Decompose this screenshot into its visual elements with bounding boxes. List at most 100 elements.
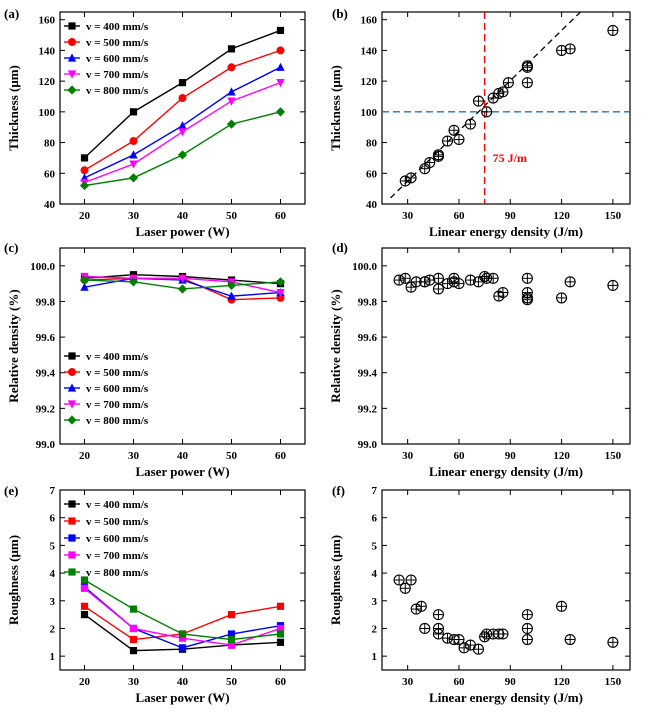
data-point xyxy=(497,628,509,640)
data-point xyxy=(607,24,619,36)
x-tick-label: 60 xyxy=(275,676,287,688)
y-tick-label: 160 xyxy=(39,15,56,27)
data-point xyxy=(227,641,236,649)
legend-label: v = 400 mm/s xyxy=(86,499,149,511)
data-point xyxy=(405,172,417,184)
y-tick-label: 40 xyxy=(44,199,56,211)
y-tick-label: 140 xyxy=(361,45,378,57)
data-point xyxy=(556,600,568,612)
y-tick-label: 6 xyxy=(372,513,378,525)
y-tick-label: 5 xyxy=(372,540,378,552)
data-point xyxy=(432,149,444,161)
annotation-label: 75 J/m xyxy=(493,151,527,165)
data-point xyxy=(276,62,285,71)
y-tick-label: 1 xyxy=(372,651,378,663)
y-tick-label: 4 xyxy=(50,568,56,580)
data-point xyxy=(564,276,576,288)
scatter-points xyxy=(393,574,619,655)
y-axis-label: Relative density (%) xyxy=(6,289,21,402)
data-point xyxy=(424,274,436,286)
data-point xyxy=(275,277,286,287)
series-4 xyxy=(80,584,285,649)
y-tick-label: 99.8 xyxy=(358,296,378,308)
data-point xyxy=(502,77,514,89)
data-point xyxy=(432,272,444,284)
data-point xyxy=(464,118,476,130)
series-1 xyxy=(80,26,285,162)
data-point xyxy=(79,275,90,285)
data-point xyxy=(607,279,619,291)
legend-label: v = 500 mm/s xyxy=(86,367,149,379)
series-5 xyxy=(79,275,286,294)
data-point xyxy=(521,77,533,89)
y-tick-label: 80 xyxy=(44,138,56,150)
data-point xyxy=(227,635,236,644)
x-tick-label: 30 xyxy=(402,676,414,688)
data-point xyxy=(80,602,89,610)
x-tick-label: 30 xyxy=(128,676,140,688)
data-point xyxy=(178,634,187,642)
series-2 xyxy=(80,46,285,175)
y-tick-label: 160 xyxy=(361,15,378,27)
data-point xyxy=(399,272,411,284)
data-point xyxy=(129,624,138,633)
panel-label-c: (c) xyxy=(4,240,18,255)
data-point xyxy=(128,173,139,183)
y-tick-label: 40 xyxy=(366,199,378,211)
y-tick-label: 100 xyxy=(39,107,56,119)
data-point xyxy=(276,79,285,88)
data-point xyxy=(276,46,285,55)
chart-panel-5: 20 30 40 50 60 1 2 3 4 5 6 7 Laser power (W) Roughnes… xyxy=(6,485,306,705)
legend-label: v = 800 mm/s xyxy=(86,567,149,579)
y-axis-label: Roughness (μm) xyxy=(328,535,343,625)
x-tick-label: 120 xyxy=(553,450,570,462)
x-axis-label: Linear energy density (J/m) xyxy=(429,224,583,239)
data-point xyxy=(129,647,138,655)
panel-label-f: (f) xyxy=(332,483,345,498)
data-point xyxy=(432,628,444,640)
x-tick-label: 60 xyxy=(275,450,287,462)
scatter-points xyxy=(399,24,619,187)
y-tick-label: 99.4 xyxy=(36,368,56,380)
x-tick-label: 50 xyxy=(226,676,238,688)
y-tick-label: 99.2 xyxy=(358,403,378,415)
data-point xyxy=(415,600,427,612)
data-point xyxy=(129,605,138,613)
legend: v = 400 mm/s v = 500 mm/s v = 600 mm/s v = … xyxy=(64,21,149,97)
y-tick-label: 100 xyxy=(361,107,378,119)
y-tick-label: 3 xyxy=(372,596,378,608)
data-point xyxy=(178,94,187,103)
data-point xyxy=(178,644,187,652)
y-tick-label: 7 xyxy=(50,485,56,497)
data-point xyxy=(393,274,405,286)
data-point xyxy=(80,166,89,175)
plot-frame xyxy=(381,489,631,671)
x-tick-label: 90 xyxy=(505,450,517,462)
legend-label: v = 700 mm/s xyxy=(86,69,149,81)
legend-label: v = 700 mm/s xyxy=(86,399,149,411)
data-point xyxy=(177,150,188,160)
y-axis-label: Roughness (μm) xyxy=(6,535,21,625)
legend-marker xyxy=(68,22,76,30)
legend-marker xyxy=(67,53,77,62)
y-tick-label: 100.0 xyxy=(30,261,55,273)
data-point xyxy=(521,292,533,304)
legend: v = 400 mm/s v = 500 mm/s v = 600 mm/s v = … xyxy=(64,351,149,427)
series-5 xyxy=(80,576,285,644)
x-tick-label: 50 xyxy=(226,210,238,222)
data-point xyxy=(227,45,236,53)
y-tick-label: 4 xyxy=(372,568,378,580)
data-point xyxy=(497,286,509,299)
data-point xyxy=(607,636,619,648)
data-point xyxy=(80,282,89,291)
x-tick-label: 20 xyxy=(79,676,91,688)
data-point xyxy=(399,582,411,594)
data-point xyxy=(521,60,533,72)
y-tick-label: 60 xyxy=(44,168,56,180)
data-point xyxy=(275,107,286,117)
legend-marker xyxy=(68,38,76,46)
x-tick-label: 60 xyxy=(275,210,287,222)
data-point xyxy=(227,87,236,96)
panel-label-d: (d) xyxy=(332,240,348,255)
legend-label: v = 600 mm/s xyxy=(86,53,149,65)
